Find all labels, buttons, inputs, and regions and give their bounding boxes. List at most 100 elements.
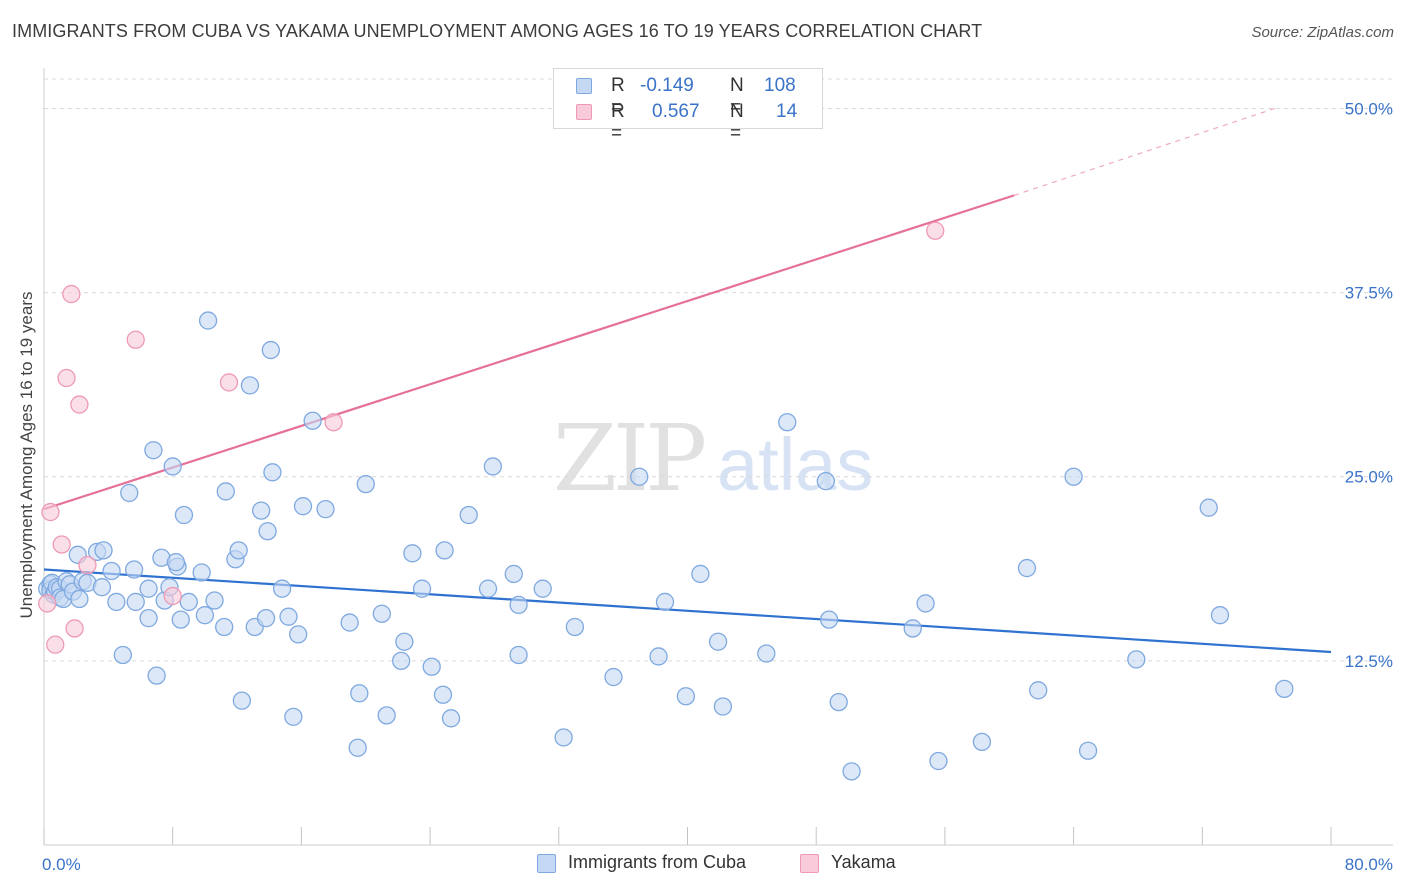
cuba-point: [356, 474, 375, 494]
cuba-point: [263, 463, 282, 482]
cuba-point: [195, 606, 215, 625]
cuba-point: [289, 625, 308, 644]
legend-swatch-yakama: [800, 854, 819, 873]
cuba-point: [829, 692, 848, 712]
cuba-point: [179, 592, 198, 612]
cuba-point: [256, 608, 276, 628]
cuba-point: [166, 553, 186, 572]
cuba-point: [509, 595, 528, 615]
cuba-point: [107, 592, 126, 612]
cuba-point: [279, 607, 298, 626]
y-tick-label: 37.5%: [1345, 284, 1393, 303]
cuba-point: [1029, 681, 1048, 700]
chart-title: IMMIGRANTS FROM CUBA VS YAKAMA UNEMPLOYM…: [12, 21, 983, 41]
cuba-point: [372, 604, 391, 623]
yakama-point: [70, 395, 89, 414]
x-tick-label: 80.0%: [1345, 855, 1393, 874]
cuba-point: [554, 728, 573, 747]
cuba-point: [483, 457, 502, 476]
source-label: Source: ZipAtlas.com: [1251, 24, 1394, 41]
legend-r-label: R =: [611, 75, 625, 118]
gridlines: [44, 78, 1393, 662]
cuba-point: [261, 340, 280, 360]
yakama-point: [62, 284, 81, 304]
cuba-point: [293, 497, 313, 516]
watermark: ZIP atlas: [553, 405, 873, 512]
cuba-point: [565, 617, 585, 637]
cuba-point: [120, 483, 139, 503]
cuba-point: [174, 505, 194, 525]
cuba-point: [303, 411, 322, 430]
cuba-point: [316, 499, 335, 519]
cuba-point: [205, 591, 224, 610]
cuba-trend-line: [43, 568, 1332, 654]
yakama-point: [57, 368, 76, 388]
cuba-point: [391, 651, 411, 671]
axes: [43, 68, 1393, 846]
cuba-point: [232, 691, 252, 710]
cuba-point: [70, 589, 89, 609]
cuba-point: [92, 578, 112, 597]
cuba-point: [258, 522, 277, 541]
legend-r-label: R =: [611, 101, 625, 144]
cuba-point: [1064, 467, 1083, 486]
yakama-point: [41, 502, 60, 522]
cuba-point: [139, 579, 158, 598]
cuba-point: [171, 610, 190, 629]
cuba-point: [147, 666, 166, 685]
legend-swatch-yakama: [576, 104, 592, 120]
cuba-point: [412, 579, 432, 598]
cuba-point: [757, 644, 776, 663]
legend-swatch-cuba: [537, 854, 556, 873]
legend-n-value: 14: [776, 101, 798, 122]
x-tick-label: 0.0%: [42, 855, 81, 874]
cuba-point: [478, 579, 498, 598]
yakama-point: [324, 413, 343, 432]
legend-n-label: N =: [730, 75, 744, 118]
cuba-point: [533, 579, 552, 598]
legend-r-value: 0.567: [652, 101, 700, 122]
cuba-point: [252, 501, 271, 520]
cuba-point: [816, 471, 836, 491]
cuba-point: [459, 505, 478, 525]
cuba-point: [272, 579, 292, 598]
legend-label-cuba: Immigrants from Cuba: [568, 852, 747, 872]
y-tick-label: 25.0%: [1345, 468, 1393, 487]
cuba-point: [422, 657, 441, 676]
cuba-point: [504, 564, 523, 584]
cuba-point: [929, 751, 948, 771]
legend-r-value: -0.149: [640, 75, 694, 96]
legend-n-value: 108: [764, 75, 796, 96]
cuba-point: [630, 467, 649, 486]
cuba-point: [713, 697, 733, 716]
yakama-point: [78, 555, 97, 575]
trend-lines: [43, 107, 1332, 654]
yakama-trend-line: [43, 194, 1015, 511]
cuba-point: [215, 617, 234, 637]
cuba-point: [216, 482, 235, 501]
legend-n-label: N =: [730, 101, 744, 144]
cuba-point: [903, 619, 922, 638]
cuba-point: [649, 647, 668, 666]
cuba-point: [842, 762, 861, 781]
cuba-point: [126, 592, 145, 612]
cuba-point: [163, 457, 182, 476]
y-tick-label: 50.0%: [1345, 99, 1393, 118]
cuba-point: [192, 563, 211, 582]
watermark-atlas: atlas: [717, 423, 873, 506]
data-points: [38, 221, 1294, 781]
cuba-point: [435, 541, 454, 560]
cuba-point: [708, 632, 728, 651]
cuba-point: [433, 685, 453, 704]
cuba-point: [441, 709, 461, 728]
legend-swatch-cuba: [576, 78, 592, 94]
tick-labels: 12.5% 25.0% 37.5% 50.0% 0.0% 80.0%: [42, 99, 1393, 874]
yakama-point: [52, 535, 71, 554]
cuba-point: [198, 311, 218, 330]
yakama-point: [65, 619, 84, 638]
cuba-point: [1275, 679, 1294, 699]
yakama-point: [926, 221, 945, 240]
cuba-point: [676, 687, 696, 706]
cuba-point: [604, 667, 623, 687]
